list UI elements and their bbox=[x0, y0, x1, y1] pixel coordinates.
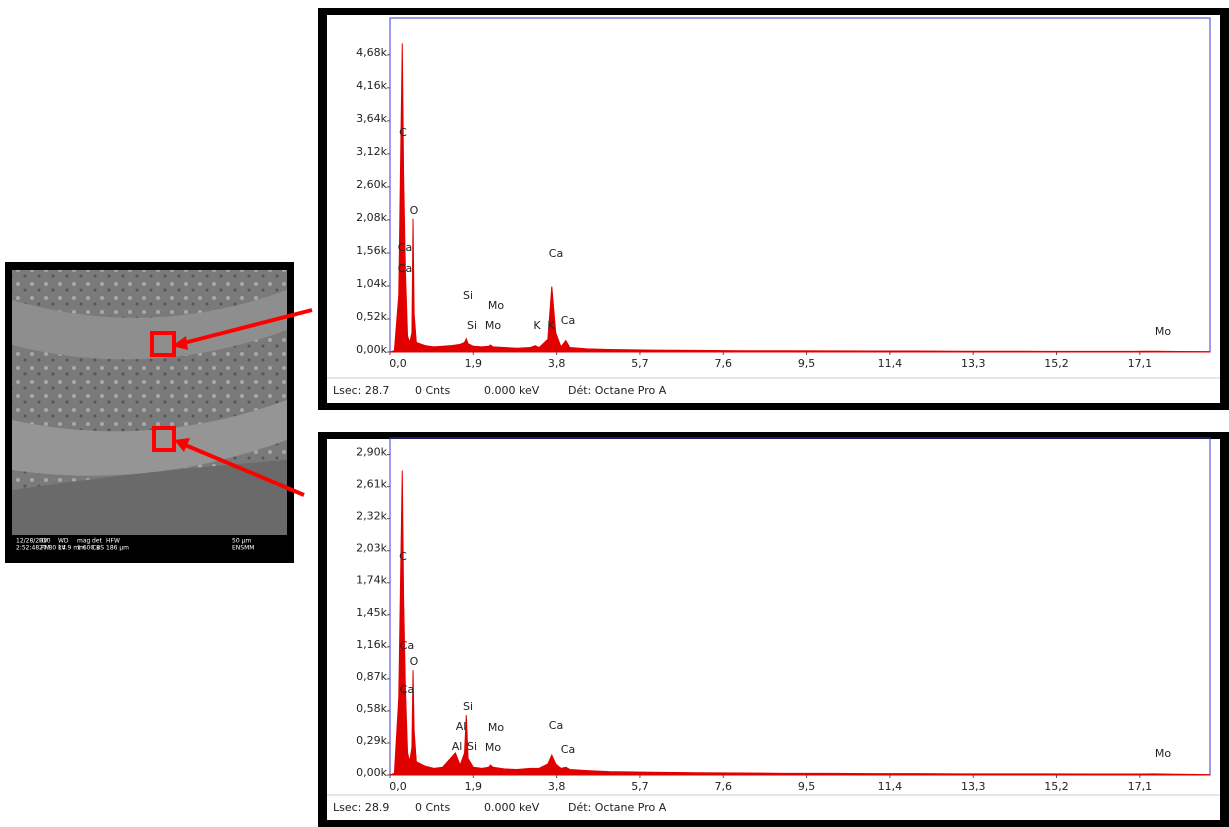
y-tick-label: 1,16k bbox=[356, 638, 387, 651]
peak-label: Si bbox=[463, 700, 473, 713]
footer-text: Dét: Octane Pro A bbox=[568, 384, 667, 397]
x-tick-label: 7,6 bbox=[715, 780, 733, 793]
peak-label: K bbox=[533, 319, 541, 332]
y-tick-label: 0,58k bbox=[356, 702, 387, 715]
sem-info-text: HFW bbox=[106, 538, 120, 545]
peak-label: Ca bbox=[561, 743, 575, 756]
sem-info-text: det bbox=[92, 538, 103, 545]
peak-label: Ca bbox=[398, 262, 412, 275]
y-tick-label: 0,00k bbox=[356, 766, 387, 779]
x-tick-label: 3,8 bbox=[548, 780, 566, 793]
y-tick-label: 2,61k bbox=[356, 478, 387, 491]
peak-label: C bbox=[399, 126, 407, 139]
peak-label: Ca bbox=[400, 683, 414, 696]
x-tick-label: 11,4 bbox=[878, 780, 903, 793]
y-tick-label: 2,60k bbox=[356, 178, 387, 191]
peak-label: Ca bbox=[549, 719, 563, 732]
peak-label: Al bbox=[452, 740, 463, 753]
x-tick-label: 3,8 bbox=[548, 357, 566, 370]
y-tick-label: 2,32k bbox=[356, 510, 387, 523]
y-tick-label: 0,00k bbox=[356, 343, 387, 356]
x-tick-label: 9,5 bbox=[798, 780, 816, 793]
y-tick-label: 1,56k bbox=[356, 244, 387, 257]
peak-label: K bbox=[547, 319, 555, 332]
peak-label: Ca bbox=[549, 247, 563, 260]
figure: 12/28/2020HVWDmagdetHFW50 µm2:52:48 PM27… bbox=[0, 0, 1229, 827]
y-tick-label: 3,12k bbox=[356, 145, 387, 158]
x-tick-label: 9,5 bbox=[798, 357, 816, 370]
sem-info-text: CBS bbox=[92, 545, 104, 552]
y-tick-label: 1,04k bbox=[356, 277, 387, 290]
x-tick-label: 15,2 bbox=[1044, 780, 1069, 793]
peak-label: Mo bbox=[485, 741, 501, 754]
y-tick-label: 2,90k bbox=[356, 446, 387, 459]
peak-label: Mo bbox=[488, 299, 504, 312]
x-tick-label: 7,6 bbox=[715, 357, 733, 370]
footer-text: Dét: Octane Pro A bbox=[568, 801, 667, 814]
y-tick-label: 2,03k bbox=[356, 542, 387, 555]
peak-label: Al bbox=[456, 720, 467, 733]
x-tick-label: 17,1 bbox=[1128, 357, 1153, 370]
x-tick-label: 1,9 bbox=[465, 357, 483, 370]
y-tick-label: 0,87k bbox=[356, 670, 387, 683]
peak-label: Ca bbox=[400, 639, 414, 652]
y-tick-label: 1,45k bbox=[356, 606, 387, 619]
x-tick-label: 0,0 bbox=[389, 357, 407, 370]
x-tick-label: 5,7 bbox=[631, 780, 649, 793]
y-tick-label: 2,08k bbox=[356, 211, 387, 224]
footer-text: 0 Cnts bbox=[415, 384, 450, 397]
peak-label: Mo bbox=[1155, 747, 1171, 760]
y-tick-label: 4,16k bbox=[356, 79, 387, 92]
sem-info-text: mag bbox=[77, 538, 91, 545]
peak-label: Mo bbox=[485, 319, 501, 332]
x-tick-label: 0,0 bbox=[389, 780, 407, 793]
y-tick-label: 4,68k bbox=[356, 46, 387, 59]
y-tick-label: 1,74k bbox=[356, 574, 387, 587]
footer-text: Lsec: 28.9 bbox=[333, 801, 389, 814]
peak-label: Mo bbox=[1155, 325, 1171, 338]
footer-text: 0 Cnts bbox=[415, 801, 450, 814]
sem-info-text: HV bbox=[39, 538, 49, 545]
y-tick-label: 3,64k bbox=[356, 112, 387, 125]
y-tick-label: 0,52k bbox=[356, 310, 387, 323]
sem-info-text: 50 µm bbox=[232, 538, 251, 545]
x-tick-label: 13,3 bbox=[961, 780, 986, 793]
sem-info-text: WD bbox=[58, 538, 69, 545]
peak-label: Ca bbox=[561, 314, 575, 327]
x-tick-label: 5,7 bbox=[631, 357, 649, 370]
footer-text: 0.000 keV bbox=[484, 384, 540, 397]
footer-text: Lsec: 28.7 bbox=[333, 384, 389, 397]
peak-label: O bbox=[410, 655, 419, 668]
peak-label: Si bbox=[467, 319, 477, 332]
x-tick-label: 15,2 bbox=[1044, 357, 1069, 370]
peak-label: Ca bbox=[398, 241, 412, 254]
peak-label: Mo bbox=[488, 721, 504, 734]
sem-info-text: 186 µm bbox=[106, 545, 129, 552]
sem-info-text: ENSMM bbox=[232, 545, 254, 552]
peak-label: Si bbox=[463, 289, 473, 302]
x-tick-label: 1,9 bbox=[465, 780, 483, 793]
x-tick-label: 11,4 bbox=[878, 357, 903, 370]
peak-label: Si bbox=[467, 740, 477, 753]
y-tick-label: 0,29k bbox=[356, 734, 387, 747]
peak-label: O bbox=[410, 204, 419, 217]
footer-text: 0.000 keV bbox=[484, 801, 540, 814]
x-tick-label: 13,3 bbox=[961, 357, 986, 370]
peak-label: C bbox=[399, 550, 407, 563]
x-tick-label: 17,1 bbox=[1128, 780, 1153, 793]
